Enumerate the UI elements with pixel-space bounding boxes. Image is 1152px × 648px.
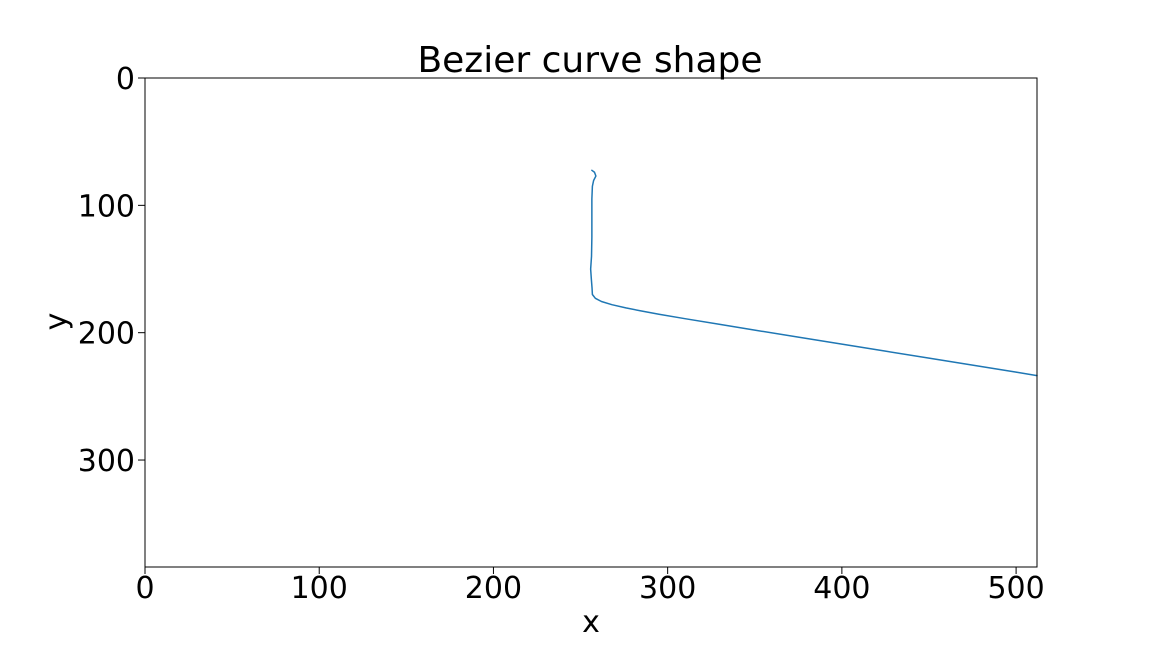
x-axis: 0 100 200 300 400 500	[135, 567, 1045, 606]
x-tick-label: 0	[135, 571, 154, 606]
x-tick-label: 300	[639, 571, 696, 606]
y-tick-label: 300	[78, 444, 135, 479]
x-tick-label: 500	[987, 571, 1044, 606]
y-axis-label: y	[39, 313, 74, 331]
curve-line	[589, 169, 1038, 377]
x-tick-label: 400	[813, 571, 870, 606]
x-axis-label: x	[582, 605, 600, 640]
plot-area	[589, 169, 1038, 377]
y-axis: 0 100 200 300	[78, 62, 145, 479]
plot-frame	[144, 77, 1038, 568]
y-tick-label: 200	[78, 317, 135, 352]
x-tick-label: 200	[465, 571, 522, 606]
y-tick-label: 0	[116, 62, 135, 97]
y-tick-label: 100	[78, 189, 135, 224]
chart-title: Bezier curve shape	[417, 40, 762, 81]
x-tick-label: 100	[291, 571, 348, 606]
